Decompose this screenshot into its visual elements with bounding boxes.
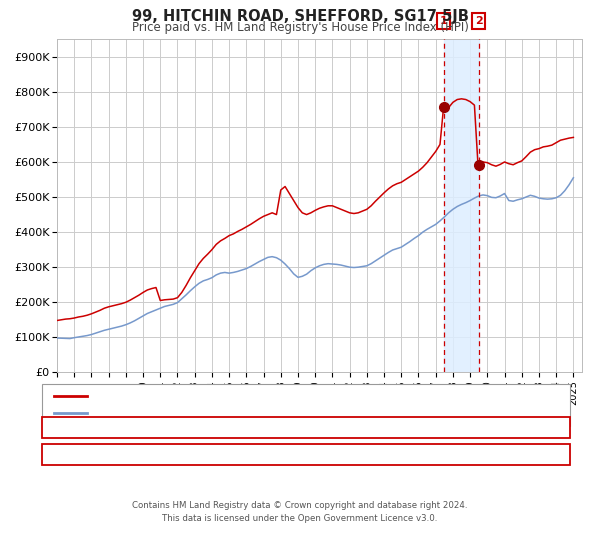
Text: 99, HITCHIN ROAD, SHEFFORD, SG17 5JB (detached house): 99, HITCHIN ROAD, SHEFFORD, SG17 5JB (de… [93,391,401,401]
Text: Contains HM Land Registry data © Crown copyright and database right 2024.: Contains HM Land Registry data © Crown c… [132,501,468,510]
Text: 1: 1 [440,16,448,26]
Text: This data is licensed under the Open Government Licence v3.0.: This data is licensed under the Open Gov… [163,514,437,523]
Text: 2: 2 [53,449,61,459]
Text: 28-JUN-2019: 28-JUN-2019 [115,449,185,459]
Text: 54% ↑ HPI: 54% ↑ HPI [444,422,504,432]
Text: 2: 2 [475,16,482,26]
Text: 16-JUN-2017: 16-JUN-2017 [115,422,185,432]
Text: HPI: Average price, detached house, Central Bedfordshire: HPI: Average price, detached house, Cent… [93,408,394,418]
Text: £757,000: £757,000 [316,422,368,432]
Text: 1: 1 [53,422,61,432]
Text: £590,000: £590,000 [316,449,368,459]
Text: 21% ↑ HPI: 21% ↑ HPI [444,449,504,459]
Text: Price paid vs. HM Land Registry's House Price Index (HPI): Price paid vs. HM Land Registry's House … [131,21,469,34]
Bar [443,39,479,372]
Text: 99, HITCHIN ROAD, SHEFFORD, SG17 5JB: 99, HITCHIN ROAD, SHEFFORD, SG17 5JB [131,9,469,24]
